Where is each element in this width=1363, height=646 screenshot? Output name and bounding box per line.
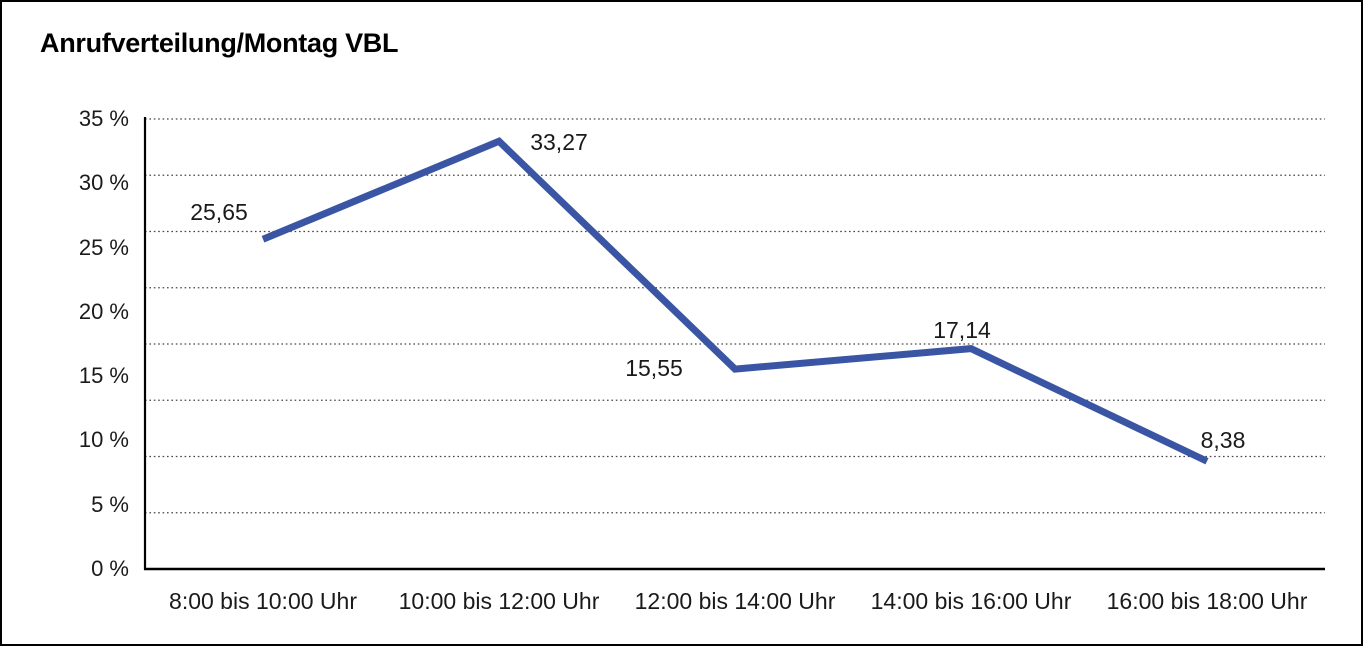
chart-title: Anrufverteilung/Montag VBL — [40, 28, 399, 58]
y-axis-tick-label: 30 % — [78, 170, 129, 196]
x-axis-tick-label: 10:00 bis 12:00 Uhr — [398, 588, 600, 614]
y-axis-tick-label: 15 % — [78, 363, 129, 389]
y-axis-tick-label: 5 % — [91, 491, 129, 517]
x-axis-tick-label: 14:00 bis 16:00 Uhr — [870, 588, 1072, 614]
x-axis-tick-label: 16:00 bis 18:00 Uhr — [1106, 588, 1308, 614]
data-point-value-label: 15,55 — [625, 355, 683, 382]
y-axis-tick-label: 20 % — [78, 298, 129, 324]
y-axis-tick-label: 0 % — [91, 556, 129, 581]
data-point-value-label: 25,65 — [190, 199, 248, 226]
series-line — [261, 137, 1209, 465]
data-point-value-label: 17,14 — [933, 316, 991, 343]
data-point-value-label: 8,38 — [1200, 427, 1246, 454]
y-axis-tick-label: 25 % — [78, 234, 129, 260]
x-axis-tick-label: 12:00 bis 14:00 Uhr — [634, 588, 836, 614]
y-axis-tick-label: 10 % — [78, 427, 129, 453]
y-axis-tick-label: 35 % — [78, 106, 129, 131]
data-point-value-label: 33,27 — [530, 129, 588, 156]
x-axis-tick-label: 8:00 bis 10:00 Uhr — [169, 588, 357, 614]
